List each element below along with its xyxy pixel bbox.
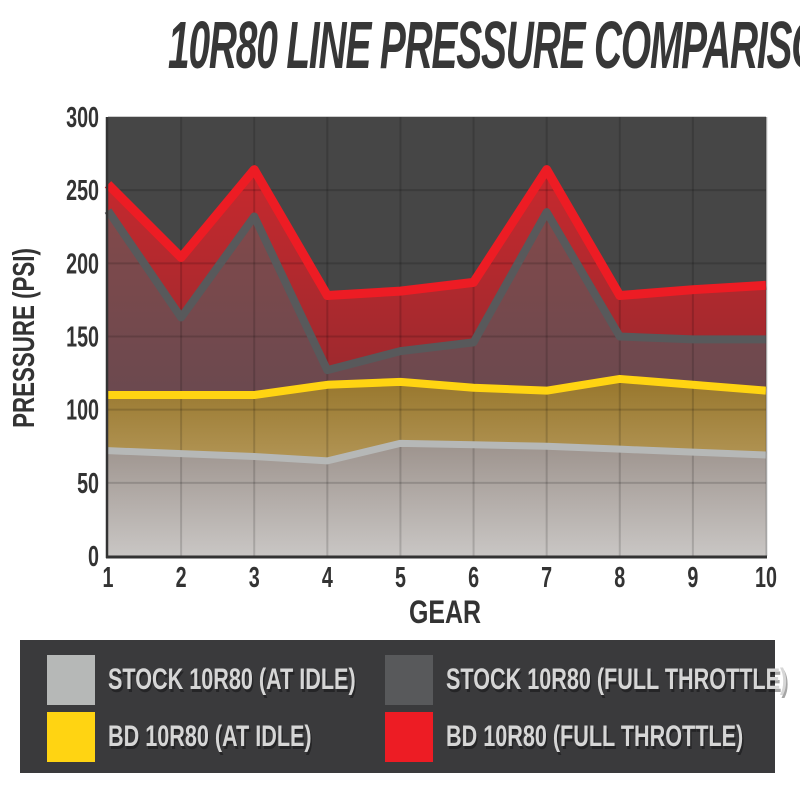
series-line — [108, 374, 767, 400]
legend: STOCK 10R80 (AT IDLE) BD 10R80 (AT IDLE)… — [20, 640, 787, 773]
y-tick-label: 200 — [66, 249, 99, 281]
page-title: 10R80 LINE PRESSURE COMPARISON — [168, 8, 800, 83]
x-tick-label: 2 — [176, 562, 187, 594]
legend-item: STOCK 10R80 (FULL THROTTLE) — [385, 655, 800, 705]
area-band — [108, 443, 766, 556]
x-tick-label: 7 — [541, 562, 552, 594]
legend-label: STOCK 10R80 (AT IDLE) — [108, 663, 356, 696]
x-tick-label: 6 — [468, 562, 479, 594]
line-pressure-chart: 0 50 100 150 200 250 300 1 2 3 4 5 6 7 8 9 10 PRESSURE (… — [6, 102, 777, 631]
y-tick-label: 150 — [66, 322, 99, 354]
legend-swatch-bd-idle — [47, 712, 95, 762]
chart-layers: 0 50 100 150 200 250 300 1 2 3 4 5 6 7 8 9 10 — [66, 102, 777, 594]
y-tick-label: 300 — [66, 102, 99, 134]
y-tick-label: 50 — [77, 468, 99, 500]
area-band — [108, 169, 766, 371]
y-tick-label: 100 — [66, 395, 99, 427]
x-tick-label: 8 — [614, 562, 625, 594]
legend-item: BD 10R80 (FULL THROTTLE) — [385, 712, 800, 762]
x-tick-label: 3 — [249, 562, 260, 594]
series-line — [104, 165, 767, 301]
legend-swatch-stock-idle — [47, 655, 95, 705]
series-line — [107, 439, 767, 465]
area-band — [108, 378, 766, 461]
y-tick-label: 0 — [88, 541, 99, 573]
legend-label: STOCK 10R80 (FULL THROTTLE) — [446, 663, 788, 696]
x-tick-label: 9 — [687, 562, 698, 594]
legend-swatch-stock-full-throttle — [385, 655, 433, 705]
x-tick-label: 1 — [103, 562, 114, 594]
series-line — [104, 208, 766, 375]
x-tick-label: 10 — [755, 562, 777, 594]
x-tick-label: 5 — [395, 562, 406, 594]
x-axis-title: GEAR — [409, 595, 481, 631]
legend-item: BD 10R80 (AT IDLE) — [47, 712, 391, 762]
x-tick-label: 4 — [322, 562, 333, 594]
tick-labels: 0 50 100 150 200 250 300 1 2 3 4 5 6 7 8 9 10 — [66, 102, 777, 594]
legend-label: BD 10R80 (FULL THROTTLE) — [446, 720, 744, 753]
y-tick-label: 250 — [66, 176, 99, 208]
legend-item: STOCK 10R80 (AT IDLE) — [47, 655, 452, 705]
legend-swatch-bd-full-throttle — [385, 712, 433, 762]
legend-label: BD 10R80 (AT IDLE) — [108, 720, 312, 753]
y-axis-title: PRESSURE (PSI) — [6, 248, 40, 428]
